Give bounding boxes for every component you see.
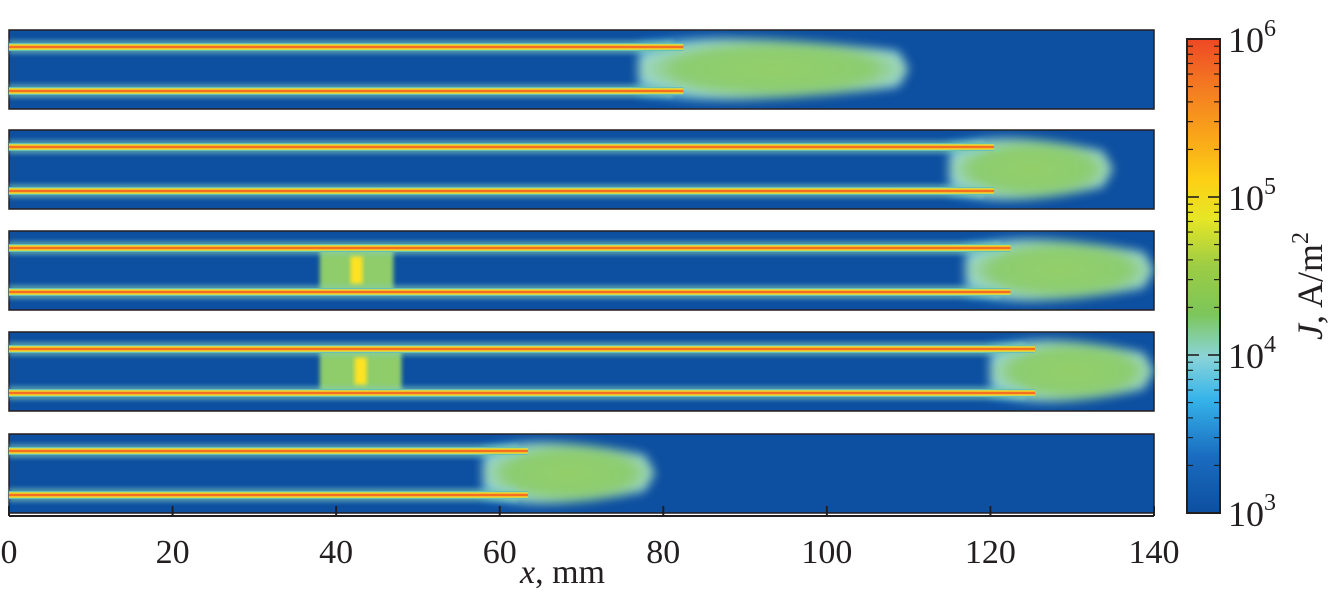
colorbar-title-exp: 2 xyxy=(1288,232,1314,244)
colorbar-tick-label: 103 xyxy=(1228,490,1276,534)
x-tick-label: 60 xyxy=(483,534,517,571)
colorbar-title: J, A/m2 xyxy=(1288,232,1328,340)
colorbar-tick-exp: 6 xyxy=(1264,16,1276,42)
colorbar-tick-base: 10 xyxy=(1228,178,1264,218)
upper-channel xyxy=(9,43,684,51)
x-tick-label: 140 xyxy=(1129,534,1180,571)
x-axis-ticks: 0 20 40 60 80 100 120 140 xyxy=(1,506,1180,571)
lower-channel xyxy=(9,87,684,95)
upper-channel xyxy=(9,447,528,455)
x-tick-label: 80 xyxy=(646,534,680,571)
colorbar-minor-ticks xyxy=(1187,45,1220,467)
lower-channel xyxy=(9,288,1011,296)
x-axis-label: x, mm xyxy=(519,554,605,591)
colorbar-title-unit: , A/m xyxy=(1290,244,1328,324)
colorbar-tick-exp: 4 xyxy=(1264,332,1276,358)
heatmap-panel xyxy=(8,230,1155,311)
heatmap-panel xyxy=(8,129,1155,210)
colorbar-title-var: J xyxy=(1290,322,1328,340)
x-axis-label-unit: , mm xyxy=(535,554,605,591)
colorbar-tick-label: 104 xyxy=(1228,332,1276,376)
merged-discharge-region xyxy=(949,138,1114,200)
upper-channel xyxy=(9,345,1035,353)
merged-discharge-region xyxy=(638,38,909,100)
upper-channel xyxy=(9,244,1011,252)
lower-channel xyxy=(9,491,528,499)
colorbar-tick-label: 105 xyxy=(1228,174,1276,218)
x-axis: 0 20 40 60 80 100 120 140 x, mm xyxy=(1,506,1180,591)
colorbar-tick-exp: 3 xyxy=(1264,490,1276,516)
x-tick-label: 20 xyxy=(156,534,190,571)
heatmap-panel xyxy=(8,433,1155,514)
upper-channel xyxy=(9,143,995,151)
x-axis-label-var: x xyxy=(519,554,535,591)
x-tick-label: 120 xyxy=(965,534,1016,571)
colorbar-tick-base: 10 xyxy=(1228,494,1264,534)
heatmap-panel xyxy=(8,29,1155,110)
colorbar-tick-base: 10 xyxy=(1228,336,1264,376)
heatmap-panel xyxy=(8,331,1155,412)
channel-bridge-core xyxy=(354,357,367,385)
x-tick-label: 100 xyxy=(801,534,852,571)
channel-bridge-core xyxy=(350,256,363,284)
lower-channel xyxy=(9,187,995,195)
x-tick-label: 0 xyxy=(1,534,18,571)
lower-channel xyxy=(9,389,1035,397)
merged-discharge-region xyxy=(989,340,1154,402)
colorbar-gradient xyxy=(1186,38,1221,514)
merged-discharge-region xyxy=(965,239,1154,301)
x-tick-label: 40 xyxy=(319,534,353,571)
colorbar-tick-label: 106 xyxy=(1228,16,1276,60)
colorbar-tick-exp: 5 xyxy=(1264,174,1276,200)
heatmap-panels xyxy=(8,29,1155,514)
merged-discharge-region xyxy=(482,442,656,504)
colorbar-tick-base: 10 xyxy=(1228,20,1264,60)
